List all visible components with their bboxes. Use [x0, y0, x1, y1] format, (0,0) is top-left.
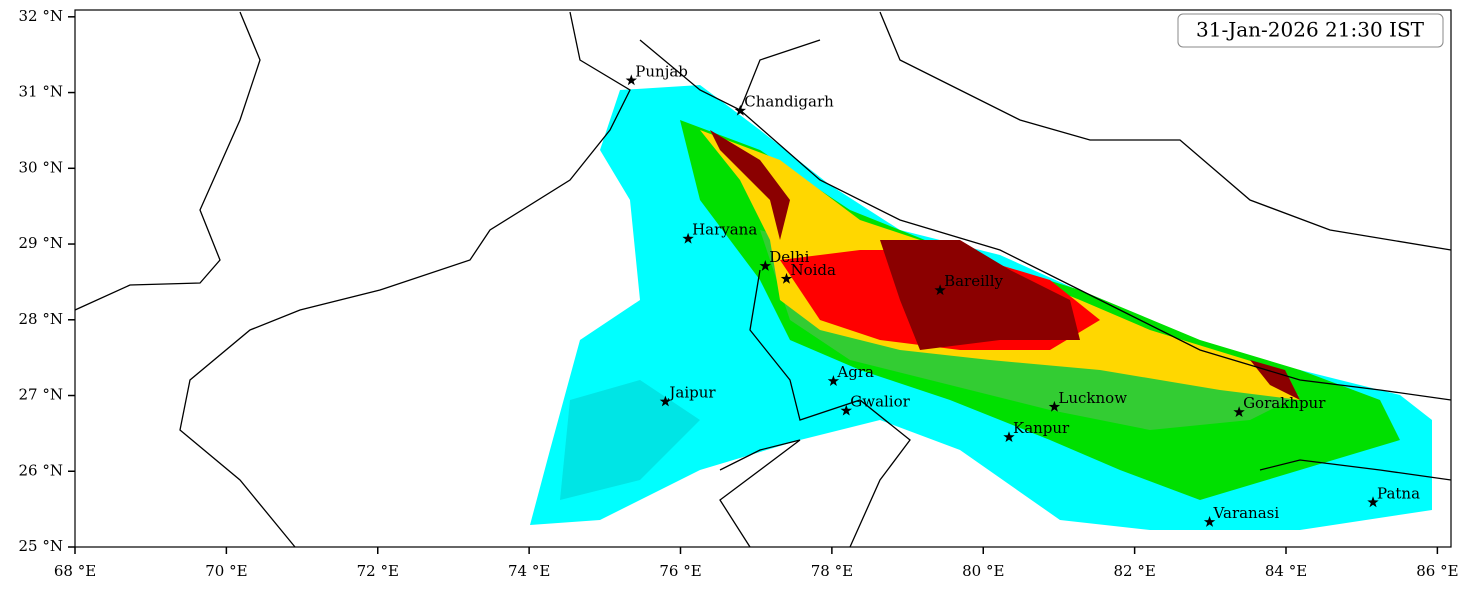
- city-label: Kanpur: [1013, 419, 1070, 437]
- city-marker: [934, 284, 946, 296]
- x-tick-label: 74 °E: [508, 562, 550, 580]
- x-tick-label: 82 °E: [1113, 562, 1155, 580]
- x-tick-label: 86 °E: [1416, 562, 1458, 580]
- city-label: Jaipur: [667, 384, 716, 402]
- city-marker: [759, 260, 771, 271]
- city-marker: [840, 404, 852, 416]
- y-tick-label: 30 °N: [19, 158, 63, 176]
- city-marker: [659, 395, 672, 407]
- timestamp: 31-Jan-2026 21:30 IST: [1196, 18, 1425, 42]
- city-label: Noida: [790, 261, 836, 279]
- city-label: Delhi: [769, 248, 809, 266]
- city-label: Bareilly: [944, 272, 1003, 290]
- plot-frame: [74, 9, 1452, 548]
- x-tick-label: 70 °E: [205, 562, 247, 580]
- city-marker: [1233, 406, 1245, 417]
- city-label: Varanasi: [1213, 504, 1280, 522]
- city-marker: [780, 272, 793, 284]
- y-tick-label: 29 °N: [19, 234, 63, 252]
- x-tick-label: 72 °E: [357, 562, 399, 580]
- x-tick-label: 68 °E: [54, 562, 96, 580]
- y-tick-label: 27 °N: [19, 386, 63, 404]
- city-marker: [1203, 516, 1216, 527]
- city-marker: [625, 74, 637, 86]
- y-tick-label: 28 °N: [19, 310, 63, 328]
- timestamp-box: [1177, 13, 1444, 48]
- x-tick-label: 84 °E: [1265, 562, 1307, 580]
- city-label: Lucknow: [1058, 389, 1127, 407]
- rainfall-contours: [530, 85, 1432, 530]
- y-tick-label: 25 °N: [19, 537, 63, 555]
- city-marker: [1367, 496, 1379, 508]
- city-marker: [1048, 400, 1061, 412]
- city-label: Gorakhpur: [1243, 394, 1326, 412]
- city-label: Punjab: [635, 62, 688, 80]
- city-label: Gwalior: [850, 393, 910, 411]
- city-label: Patna: [1377, 484, 1420, 502]
- city-label: Agra: [836, 363, 874, 381]
- y-tick-label: 26 °N: [19, 461, 63, 479]
- city-label: Chandigarh: [744, 93, 834, 111]
- x-tick-label: 76 °E: [659, 562, 701, 580]
- x-tick-label: 80 °E: [962, 562, 1004, 580]
- city-marker: [1003, 431, 1015, 442]
- y-tick-label: 32 °N: [19, 7, 63, 25]
- y-tick-label: 31 °N: [19, 83, 63, 101]
- city-label: Haryana: [692, 221, 757, 239]
- x-tick-label: 78 °E: [811, 562, 853, 580]
- city-marker: [827, 375, 840, 386]
- city-marker: [734, 104, 746, 116]
- city-marker: [682, 232, 694, 244]
